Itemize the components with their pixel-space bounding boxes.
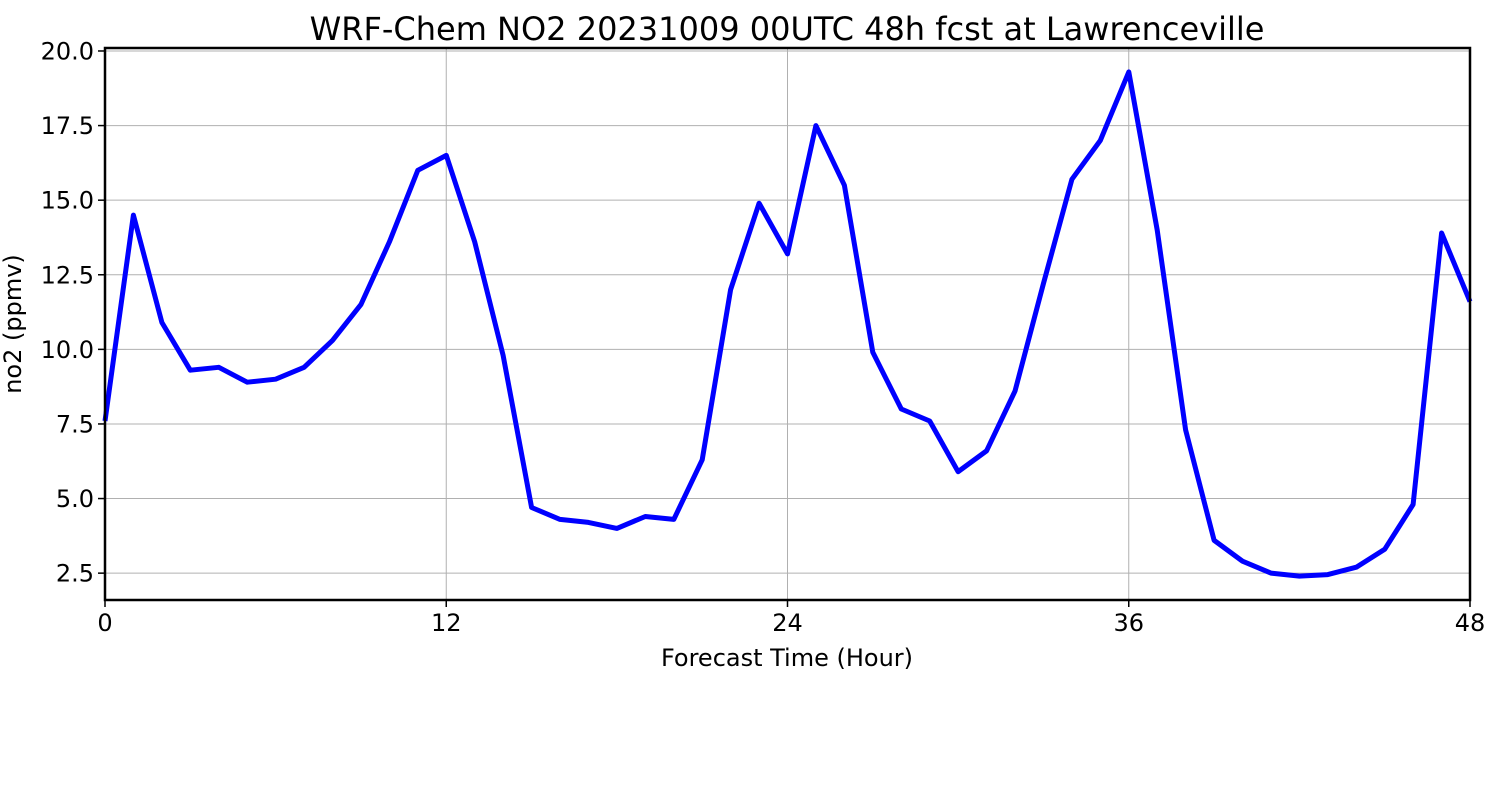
y-tick-label: 10.0 xyxy=(41,336,94,364)
x-tick-label: 12 xyxy=(431,609,462,637)
y-tick-label: 2.5 xyxy=(56,560,94,588)
no2-series-line xyxy=(102,69,1473,579)
x-tick-label: 48 xyxy=(1455,609,1486,637)
y-tick-label: 17.5 xyxy=(41,112,94,140)
x-tick-label: 24 xyxy=(772,609,803,637)
y-tick-label: 5.0 xyxy=(56,485,94,513)
y-axis-label: no2 (ppmv) xyxy=(0,254,27,394)
x-tick-label: 36 xyxy=(1113,609,1144,637)
grid-lines xyxy=(105,48,1470,600)
axis-ticks: 0 12 24 36 48 2.5 5.0 7.5 10.0 12.5 15.0 17.5 20.0 xyxy=(41,37,1486,637)
series-line-layer xyxy=(102,69,1473,579)
chart-title: WRF-Chem NO2 20231009 00UTC 48h fcst at … xyxy=(310,10,1265,48)
y-tick-label: 20.0 xyxy=(41,37,94,65)
y-tick-label: 7.5 xyxy=(56,410,94,438)
y-tick-label: 15.0 xyxy=(41,187,94,215)
x-axis-label: Forecast Time (Hour) xyxy=(661,644,913,672)
y-tick-label: 12.5 xyxy=(41,261,94,289)
x-tick-label: 0 xyxy=(97,609,112,637)
